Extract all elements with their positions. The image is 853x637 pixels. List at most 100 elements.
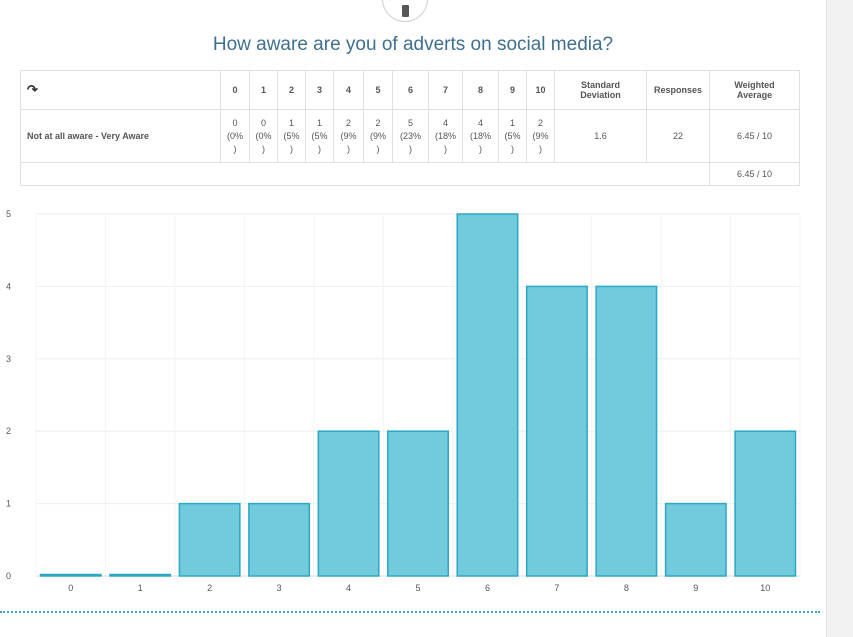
section-divider xyxy=(0,611,820,613)
col-header: 0 xyxy=(220,70,250,110)
cell-close: ) xyxy=(318,143,321,154)
cell-count: 1 xyxy=(509,117,515,128)
cell-close: ) xyxy=(233,143,237,154)
y-tick-label: 0 xyxy=(6,571,11,581)
x-tick-label: 10 xyxy=(760,583,770,593)
bar xyxy=(456,213,519,577)
cell-count: 5 xyxy=(407,117,413,128)
cell-close: ) xyxy=(262,143,265,154)
chart-title: How aware are you of adverts on social m… xyxy=(212,34,614,55)
std-dev-value: 1.6 xyxy=(554,109,647,163)
col-header: 3 xyxy=(305,70,334,110)
col-header: 7 xyxy=(428,70,463,110)
bar xyxy=(178,502,241,577)
table-cell: 5 (23%) xyxy=(392,109,429,163)
table-header-row: ↷ 0 1 2 3 4 5 6 7 8 9 10 Standard Deviat… xyxy=(20,70,800,110)
col-header: 2 xyxy=(277,70,306,110)
cell-close: ) xyxy=(347,143,350,154)
responses-value: 22 xyxy=(646,109,710,163)
bar xyxy=(595,285,658,577)
swap-icon[interactable]: ↷ xyxy=(27,82,38,97)
table-cell: 2 (9%) xyxy=(526,109,555,163)
table-cell: 4 (18%) xyxy=(462,109,499,163)
table-cell: 1 (5%) xyxy=(277,109,306,163)
bar xyxy=(39,573,102,577)
total-weighted-average: 6.45 / 10 xyxy=(709,162,800,186)
cell-pct: (9% xyxy=(532,130,549,141)
x-tick-label: 8 xyxy=(624,583,629,593)
cell-pct: (9% xyxy=(340,130,357,141)
col-header: 8 xyxy=(462,70,499,110)
responses-header: Responses xyxy=(646,70,710,110)
cell-pct: (5% xyxy=(283,130,300,141)
weighted-average-value: 6.45 / 10 xyxy=(709,109,800,163)
bar xyxy=(734,430,797,577)
cell-count: 1 xyxy=(316,117,322,128)
total-row-spacer xyxy=(20,162,710,186)
cell-pct: (0% xyxy=(226,130,243,141)
swap-rows-columns-button[interactable]: ↷ xyxy=(20,70,221,110)
y-tick-label: 5 xyxy=(6,209,11,219)
cell-close: ) xyxy=(376,143,380,154)
x-tick-label: 7 xyxy=(554,583,559,593)
row-label: Not at all aware - Very Aware xyxy=(20,109,221,163)
x-tick-label: 4 xyxy=(346,583,351,593)
side-panel xyxy=(826,0,853,637)
bar xyxy=(387,430,449,577)
cell-pct: (18% xyxy=(434,130,456,141)
table-cell: 1 (5%) xyxy=(498,109,527,163)
std-dev-header-line2: Deviation xyxy=(580,90,621,100)
col-header: 9 xyxy=(498,70,527,110)
badge-icon xyxy=(402,5,409,17)
table-cell: 2 (9%) xyxy=(333,109,364,163)
x-tick-label: 3 xyxy=(277,583,282,593)
cell-count: 2 xyxy=(537,117,543,128)
table-cell: 4 (18%) xyxy=(428,109,463,163)
x-tick-label: 2 xyxy=(207,583,212,593)
table-cell: 0 (0%) xyxy=(249,109,278,163)
table-cell: 0 (0%) xyxy=(220,109,250,163)
cell-count: 1 xyxy=(288,117,294,128)
weighted-header-line1: Weighted xyxy=(734,80,775,90)
cell-close: ) xyxy=(444,143,447,154)
cell-count: 2 xyxy=(345,117,351,128)
cell-close: ) xyxy=(479,143,482,154)
weighted-average-header: Weighted Average xyxy=(709,70,800,110)
cell-close: ) xyxy=(290,143,293,154)
col-header: 1 xyxy=(249,70,278,110)
bar xyxy=(317,430,380,577)
x-tick-label: 6 xyxy=(485,583,490,593)
col-header: 6 xyxy=(392,70,429,110)
cell-count: 4 xyxy=(442,117,448,128)
table-cell: 1 (5%) xyxy=(305,109,334,163)
col-header: 4 xyxy=(333,70,364,110)
x-tick-label: 5 xyxy=(415,583,420,593)
total-row: 6.45 / 10 xyxy=(20,162,800,186)
bar xyxy=(248,502,311,577)
y-tick-label: 4 xyxy=(6,281,11,291)
x-tick-label: 0 xyxy=(68,583,73,593)
cell-close: ) xyxy=(409,143,412,154)
table-cell: 2 (9%) xyxy=(363,109,393,163)
bar xyxy=(109,573,172,577)
table-row: Not at all aware - Very Aware 0 (0%) 0 (0%… xyxy=(20,109,800,163)
bar xyxy=(664,502,727,577)
cell-count: 2 xyxy=(375,117,381,128)
cell-pct: (5% xyxy=(311,130,328,141)
col-header: 10 xyxy=(526,70,555,110)
bar xyxy=(525,285,588,577)
cell-count: 0 xyxy=(232,117,238,128)
x-tick-label: 1 xyxy=(138,583,143,593)
x-tick-label: 9 xyxy=(693,583,698,593)
weighted-header-line2: Average xyxy=(736,90,773,100)
stats-table: ↷ 0 1 2 3 4 5 6 7 8 9 10 Standard Deviat… xyxy=(20,70,800,186)
std-dev-header: Standard Deviation xyxy=(554,70,647,110)
cell-pct: (9% xyxy=(369,130,386,141)
col-header: 5 xyxy=(363,70,393,110)
cell-pct: (0% xyxy=(255,130,272,141)
y-tick-label: 2 xyxy=(6,426,11,436)
std-dev-header-line1: Standard xyxy=(580,80,620,90)
cell-count: 0 xyxy=(260,117,266,128)
y-tick-label: 1 xyxy=(6,499,11,509)
cell-pct: (5% xyxy=(504,130,521,141)
